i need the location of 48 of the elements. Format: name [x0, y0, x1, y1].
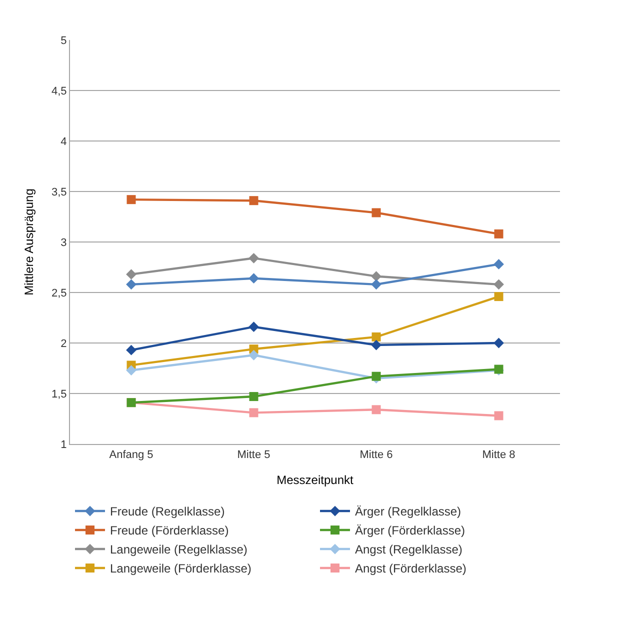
point — [126, 344, 136, 356]
legend-label: Langeweile (Förderklasse) — [110, 562, 252, 576]
y-tick-label: 3 — [60, 236, 67, 249]
legend-label: Langeweile (Regelklasse) — [110, 542, 248, 557]
point — [248, 350, 259, 360]
point — [494, 229, 504, 238]
point — [248, 273, 259, 284]
point — [372, 372, 381, 381]
y-tick-label: 5 — [60, 34, 67, 47]
point — [371, 271, 382, 282]
y-axis-title: Mittlere Ausprägung — [22, 188, 36, 296]
point — [249, 392, 258, 402]
point — [126, 269, 136, 280]
point — [371, 340, 382, 350]
point — [126, 279, 136, 290]
y-tick-label: 1,5 — [52, 388, 67, 400]
legend-label: Angst (Förderklasse) — [355, 562, 466, 576]
y-tick-label: 2,5 — [52, 287, 67, 300]
x-tick-label: Anfang 5 — [109, 449, 154, 462]
point — [494, 338, 504, 348]
point — [372, 332, 381, 342]
point — [249, 196, 258, 206]
x-tick-label: Mitte 5 — [237, 449, 270, 462]
point — [248, 322, 259, 332]
y-tick-label: 4 — [60, 136, 67, 148]
point — [494, 279, 504, 290]
legend-label: Freude (Förderklasse) — [110, 524, 229, 538]
point — [249, 408, 258, 418]
legend-label: Ärger (Regelklasse) — [355, 504, 462, 519]
legend-label: Freude (Regelklasse) — [110, 504, 225, 519]
y-tick-label: 1 — [60, 438, 67, 451]
x-tick-label: Mitte 6 — [360, 449, 393, 462]
point — [494, 292, 504, 302]
point — [371, 279, 382, 290]
x-axis-title: Messzeitpunkt — [276, 473, 354, 488]
point — [372, 208, 381, 218]
point — [494, 259, 504, 270]
point — [494, 411, 504, 420]
y-tick-label: 4,5 — [52, 85, 67, 98]
legend-label: Angst (Regelklasse) — [355, 542, 462, 557]
point — [248, 252, 259, 264]
y-tick-label: 3,5 — [52, 186, 67, 198]
point — [126, 365, 136, 376]
legend-label: Ärger (Förderklasse) — [355, 524, 466, 538]
y-tick-label: 2 — [60, 338, 67, 350]
point — [372, 405, 381, 414]
point — [126, 195, 136, 204]
x-tick-label: Mitte 8 — [482, 449, 516, 462]
